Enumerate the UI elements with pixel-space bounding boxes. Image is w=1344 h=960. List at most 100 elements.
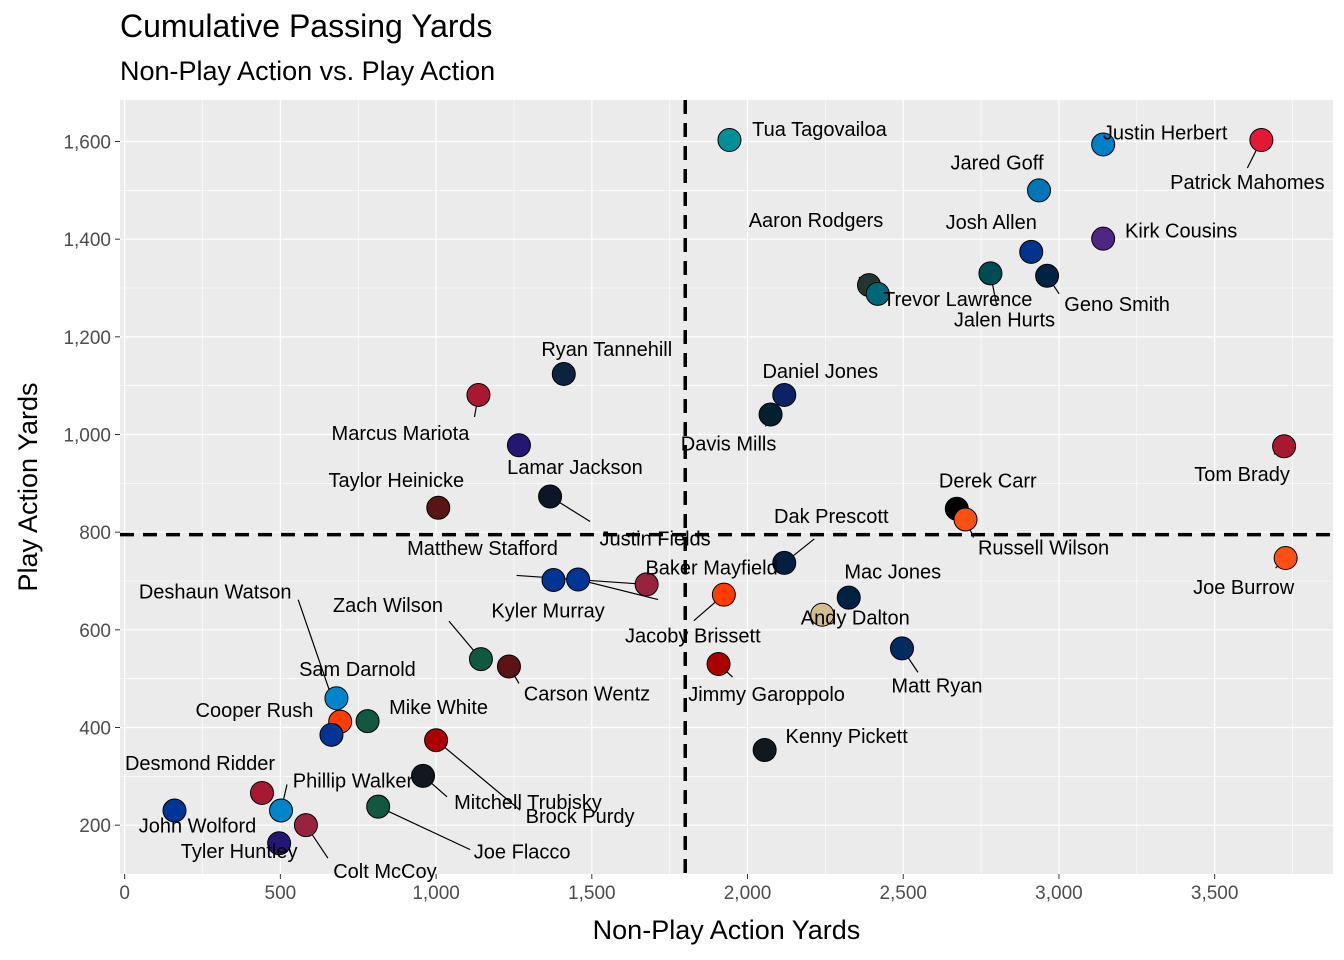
label-tom-brady: Tom Brady	[1194, 464, 1290, 486]
point-kenny-pickett	[752, 737, 777, 762]
axes: 0 500 1,000 1,500 2,000 2,500 3,000 3,500 200 400…	[63, 133, 1238, 904]
label-justin-fields: Justin Fields	[599, 529, 710, 551]
label-lamar-jackson: Lamar Jackson	[507, 457, 643, 479]
label-tyler-huntley: Tyler Huntley	[181, 841, 298, 863]
y-tick-label: 1,600	[63, 133, 111, 154]
data-points	[162, 128, 1298, 856]
x-tick-label: 1,500	[568, 883, 616, 904]
point-matthew-stafford	[541, 568, 566, 593]
point-andy-dalton	[810, 602, 835, 627]
y-axis-title: Play Action Yards	[13, 382, 43, 591]
point-justin-fields	[538, 484, 563, 509]
y-tick-label: 600	[79, 621, 111, 642]
label-davis-mills: Davis Mills	[681, 433, 777, 455]
x-tick-label: 0	[119, 883, 130, 904]
y-tick-label: 400	[79, 719, 111, 740]
reference-lines	[120, 100, 1333, 874]
label-cooper-rush: Cooper Rush	[196, 700, 314, 722]
point-phillip-walker	[269, 798, 294, 823]
x-tick-label: 2,500	[879, 883, 927, 904]
label-matthew-stafford: Matthew Stafford	[407, 538, 558, 560]
label-kenny-pickett: Kenny Pickett	[786, 726, 909, 748]
point-mike-white	[355, 709, 380, 734]
point-tyler-huntley	[267, 831, 292, 856]
point-brock-purdy	[424, 728, 449, 753]
point-joe-flacco	[366, 794, 391, 819]
point-tua-tagovailoa	[717, 128, 742, 153]
label-josh-allen: Josh Allen	[946, 212, 1037, 234]
point-trevor-lawrence	[865, 281, 890, 306]
label-jared-goff: Jared Goff	[950, 152, 1043, 174]
point-dak-prescott	[772, 550, 797, 575]
point-sam-darnold	[324, 686, 349, 711]
point-baker-mayfield	[634, 572, 659, 597]
label-russell-wilson: Russell Wilson	[978, 537, 1109, 559]
label-desmond-ridder: Desmond Ridder	[125, 753, 275, 775]
point-kirk-cousins	[1091, 226, 1116, 251]
y-tick-label: 1,200	[63, 328, 111, 349]
y-tick-label: 1,000	[63, 426, 111, 447]
label-dak-prescott: Dak Prescott	[774, 506, 889, 528]
point-josh-allen	[1019, 239, 1044, 264]
label-deshaun-watson: Deshaun Watson	[139, 582, 292, 604]
y-tick-label: 1,400	[63, 230, 111, 251]
label-matt-ryan: Matt Ryan	[891, 675, 982, 697]
point-tom-brady	[1272, 434, 1297, 459]
label-baker-mayfield: Baker Mayfield	[645, 557, 777, 579]
label-mike-white: Mike White	[389, 697, 488, 719]
label-phillip-walker: Phillip Walker	[293, 771, 414, 793]
label-daniel-jones: Daniel Jones	[762, 361, 878, 383]
x-tick-label: 2,000	[724, 883, 772, 904]
label-mac-jones: Mac Jones	[844, 562, 941, 584]
point-zach-wilson	[468, 647, 493, 672]
point-jacoby-brissett	[711, 582, 736, 607]
point-lamar-jackson	[506, 433, 531, 458]
label-taylor-heinicke: Taylor Heinicke	[328, 470, 464, 492]
label-derek-carr: Derek Carr	[939, 471, 1037, 493]
x-tick-label: 3,500	[1191, 883, 1239, 904]
label-joe-burrow: Joe Burrow	[1193, 577, 1295, 599]
label-zach-wilson: Zach Wilson	[333, 595, 443, 617]
label-colt-mccoy: Colt McCoy	[333, 861, 436, 883]
label-kirk-cousins: Kirk Cousins	[1125, 221, 1237, 243]
label-jalen-hurts: Jalen Hurts	[954, 309, 1055, 331]
plot-panel	[120, 100, 1333, 874]
label-carson-wentz: Carson Wentz	[524, 683, 650, 705]
point-colt-mccoy	[293, 813, 318, 838]
point-matt-ryan	[889, 636, 914, 661]
x-axis-title: Non-Play Action Yards	[593, 915, 861, 945]
point-ryan-tannehill	[551, 361, 576, 386]
point-patrick-mahomes	[1249, 128, 1274, 153]
point-jimmy-garoppolo	[706, 652, 731, 677]
label-brock-purdy: Brock Purdy	[526, 806, 635, 828]
label-andy-dalton: Andy Dalton	[801, 608, 910, 630]
chart-subtitle: Non-Play Action vs. Play Action	[120, 56, 496, 86]
point-kyler-murray	[566, 567, 591, 592]
point-mac-jones	[836, 585, 861, 610]
minor-gridlines	[120, 100, 1333, 874]
point-russell-wilson	[953, 507, 978, 532]
x-tick-label: 3,000	[1035, 883, 1083, 904]
chart-title: Cumulative Passing Yards	[120, 8, 493, 44]
label-jimmy-garoppolo: Jimmy Garoppolo	[688, 684, 845, 706]
label-sam-darnold: Sam Darnold	[299, 659, 416, 681]
label-kyler-murray: Kyler Murray	[491, 601, 604, 623]
point-davis-mills	[758, 402, 783, 427]
y-tick-label: 800	[79, 523, 111, 544]
point-marcus-mariota	[466, 382, 491, 407]
point-jalen-hurts	[978, 261, 1003, 286]
point-mitchell-trubisky	[411, 763, 436, 788]
label-justin-herbert: Justin Herbert	[1103, 122, 1228, 144]
point-daniel-jones	[772, 382, 797, 407]
x-tick-label: 1,000	[412, 883, 460, 904]
label-ryan-tannehill: Ryan Tannehill	[541, 339, 672, 361]
label-trevor-lawrence: Trevor Lawrence	[883, 289, 1032, 311]
label-geno-smith: Geno Smith	[1064, 294, 1170, 316]
y-tick-label: 200	[79, 816, 111, 837]
point-joe-burrow	[1273, 546, 1298, 571]
label-marcus-mariota: Marcus Mariota	[332, 423, 471, 445]
point-desmond-ridder	[250, 780, 275, 805]
point-justin-herbert	[1091, 132, 1116, 157]
label-john-wolford: John Wolford	[139, 816, 256, 838]
point-labels: Patrick Mahomes Justin Herbert Tua Tagovai…	[125, 119, 1325, 883]
